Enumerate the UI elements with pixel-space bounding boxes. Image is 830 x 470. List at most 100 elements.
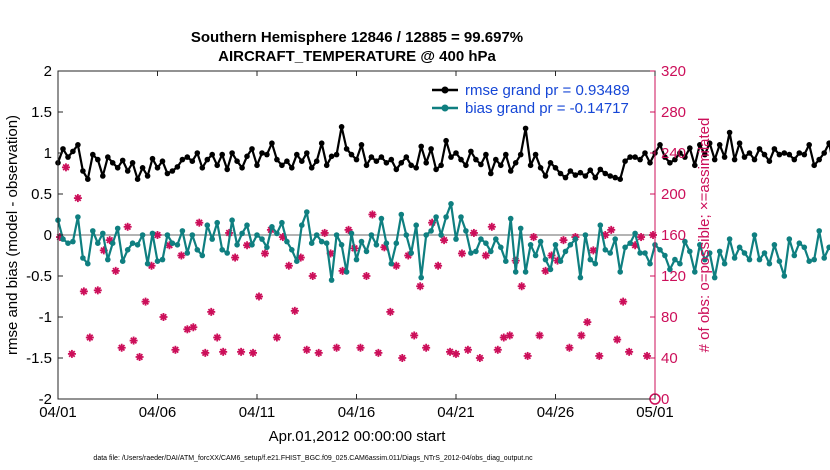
bias-point: [154, 258, 161, 265]
rmse-point: [154, 165, 161, 171]
legend-bias-marker: [441, 104, 449, 112]
rmse-point: [677, 150, 683, 156]
legend: rmse grand pr = 0.93489 bias grand pr = …: [428, 78, 650, 122]
bias-point: [363, 248, 370, 255]
rmse-point: [726, 129, 733, 136]
rmse-point: [771, 146, 778, 152]
obs-point: [117, 343, 126, 352]
rmse-point: [473, 156, 479, 163]
chart-title-line1: Southern Hemisphere 12846 / 12885 = 99.6…: [191, 29, 523, 46]
obs-point: [219, 347, 228, 356]
obs-point: [368, 210, 377, 219]
obs-point: [493, 345, 502, 354]
bias-point: [726, 236, 733, 242]
legend-rmse-marker: [441, 86, 449, 94]
y-tick-label-left: -1: [39, 309, 52, 326]
rmse-point: [383, 160, 390, 166]
rmse-point: [289, 165, 295, 171]
rmse-point: [109, 160, 116, 166]
rmse-point: [124, 168, 131, 174]
obs-point: [625, 347, 634, 356]
rmse-point: [90, 151, 96, 158]
bias-point: [741, 250, 748, 256]
rmse-point: [448, 154, 454, 160]
bias-point: [562, 248, 569, 255]
y-tick-label-left: -1.5: [26, 350, 52, 367]
rmse-point: [269, 140, 275, 146]
bias-point: [403, 232, 410, 238]
rmse-point: [498, 162, 504, 169]
bias-point: [801, 244, 808, 251]
bias-point: [622, 244, 628, 251]
rmse-point: [189, 158, 196, 164]
rmse-point: [199, 165, 206, 171]
obs-point: [463, 345, 472, 354]
rmse-point: [756, 146, 763, 152]
obs-point: [457, 249, 466, 258]
bias-point: [731, 255, 738, 261]
bias-point: [448, 201, 454, 207]
bias-point: [229, 217, 235, 223]
rmse-point: [304, 150, 310, 156]
rmse-point: [254, 162, 260, 169]
bias-point: [239, 230, 245, 237]
obs-point: [469, 228, 478, 237]
bias-point: [517, 225, 524, 232]
rmse-point: [294, 151, 300, 158]
bias-point: [194, 247, 201, 253]
bias-point: [259, 236, 265, 242]
rmse-point: [552, 165, 559, 171]
obs-point: [290, 306, 299, 315]
rmse-point: [766, 158, 773, 164]
bias-point: [313, 232, 320, 238]
bias-point: [189, 232, 196, 238]
rmse-point: [687, 145, 693, 151]
rmse-point: [249, 146, 255, 152]
rmse-point: [348, 151, 355, 158]
rmse-point: [179, 156, 186, 163]
bias-point: [318, 238, 325, 245]
bias-point: [776, 258, 783, 265]
bias-point: [184, 250, 191, 256]
rmse-point: [602, 170, 609, 177]
bias-point: [781, 273, 788, 279]
y-tick-label-right: 280: [661, 104, 686, 121]
y-tick-label-right: 40: [661, 350, 678, 367]
rmse-point: [119, 157, 126, 164]
rmse-point: [144, 173, 151, 179]
obs-point: [189, 323, 198, 332]
rmse-point: [632, 154, 638, 160]
rmse-point: [393, 166, 400, 173]
rmse-point: [308, 165, 315, 171]
rmse-point: [811, 162, 817, 169]
y-axis-label-right: # of obs: o=possible; ×=assimilated: [696, 118, 713, 353]
legend-box: [428, 78, 650, 122]
obs-point: [61, 163, 70, 172]
rmse-point: [607, 173, 613, 179]
bias-point: [488, 248, 494, 255]
rmse-point: [751, 156, 758, 163]
bias-point: [408, 250, 415, 256]
rmse-point: [702, 151, 708, 158]
rmse-point: [204, 156, 211, 163]
bias-point: [478, 236, 484, 242]
data-file-caption: data file: /Users/raeder/DAI/ATM_forcXX/…: [93, 455, 533, 462]
obs-point: [577, 331, 586, 340]
rmse-point: [567, 168, 574, 174]
obs-point: [123, 222, 132, 231]
rmse-point: [378, 154, 385, 160]
rmse-point: [418, 143, 425, 150]
y-tick-label-left: 2: [44, 63, 52, 80]
bias-point: [90, 228, 96, 234]
bias-point: [702, 256, 708, 263]
rmse-point: [801, 151, 808, 158]
rmse-point: [333, 151, 340, 158]
rmse-point: [493, 156, 499, 163]
y-tick-label-right: 120: [661, 268, 686, 285]
rmse-point: [214, 162, 220, 169]
obs-point: [356, 343, 365, 352]
bias-point: [687, 248, 693, 255]
bias-point: [577, 274, 584, 281]
bias-point: [85, 260, 91, 267]
bias-point: [811, 256, 817, 263]
